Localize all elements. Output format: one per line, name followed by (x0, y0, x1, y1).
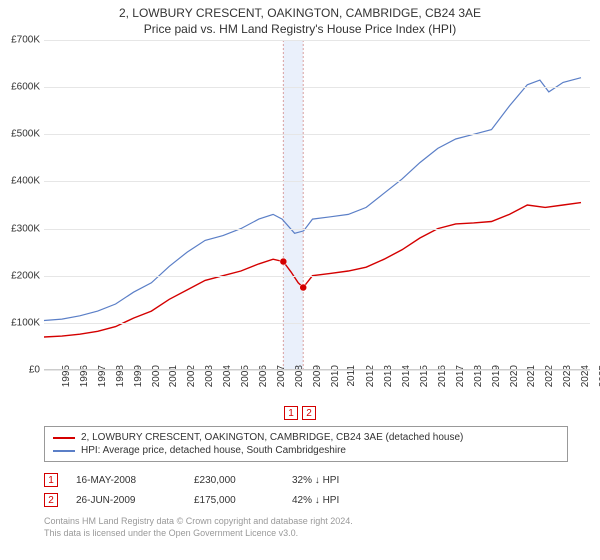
chart-subtitle: Price paid vs. HM Land Registry's House … (0, 20, 600, 40)
sale-date: 26-JUN-2009 (76, 495, 176, 506)
legend: 2, LOWBURY CRESCENT, OAKINGTON, CAMBRIDG… (44, 426, 568, 462)
sale-price: £175,000 (194, 495, 274, 506)
y-gridline (44, 323, 590, 324)
y-tick-label: £600K (0, 82, 40, 93)
sale-delta: 32% ↓ HPI (292, 475, 568, 486)
chart-title: 2, LOWBURY CRESCENT, OAKINGTON, CAMBRIDG… (0, 0, 600, 20)
y-tick-label: £100K (0, 317, 40, 328)
sale-delta: 42% ↓ HPI (292, 495, 568, 506)
footer-line-2: This data is licensed under the Open Gov… (44, 528, 568, 540)
legend-label: 2, LOWBURY CRESCENT, OAKINGTON, CAMBRIDG… (81, 432, 463, 443)
y-gridline (44, 40, 590, 41)
footer: Contains HM Land Registry data © Crown c… (44, 516, 568, 539)
legend-swatch (53, 437, 75, 439)
sale-row: 2 26-JUN-2009 £175,000 42% ↓ HPI (44, 490, 568, 510)
sale-date: 16-MAY-2008 (76, 475, 176, 486)
y-tick-label: £0 (0, 365, 40, 376)
x-axis (44, 369, 590, 370)
footer-line-1: Contains HM Land Registry data © Crown c… (44, 516, 568, 528)
marker-legend-row: 12 (0, 406, 600, 420)
y-gridline (44, 181, 590, 182)
legend-item: HPI: Average price, detached house, Sout… (53, 444, 559, 457)
chart-plot-area: £0£100K£200K£300K£400K£500K£600K£700K199… (44, 40, 590, 370)
y-tick-label: £200K (0, 270, 40, 281)
legend-label: HPI: Average price, detached house, Sout… (81, 445, 346, 456)
marker-box: 1 (284, 406, 298, 420)
y-gridline (44, 87, 590, 88)
y-gridline (44, 229, 590, 230)
y-tick-label: £300K (0, 223, 40, 234)
legend-item: 2, LOWBURY CRESCENT, OAKINGTON, CAMBRIDG… (53, 431, 559, 444)
y-tick-label: £700K (0, 35, 40, 46)
legend-swatch (53, 450, 75, 452)
y-tick-label: £500K (0, 129, 40, 140)
marker-box: 2 (302, 406, 316, 420)
sale-price: £230,000 (194, 475, 274, 486)
y-tick-label: £400K (0, 176, 40, 187)
y-gridline (44, 276, 590, 277)
sale-row: 1 16-MAY-2008 £230,000 32% ↓ HPI (44, 470, 568, 490)
marker-box: 2 (44, 493, 58, 507)
marker-box: 1 (44, 473, 58, 487)
y-gridline (44, 134, 590, 135)
sales-table: 1 16-MAY-2008 £230,000 32% ↓ HPI 2 26-JUN-200… (44, 470, 568, 510)
